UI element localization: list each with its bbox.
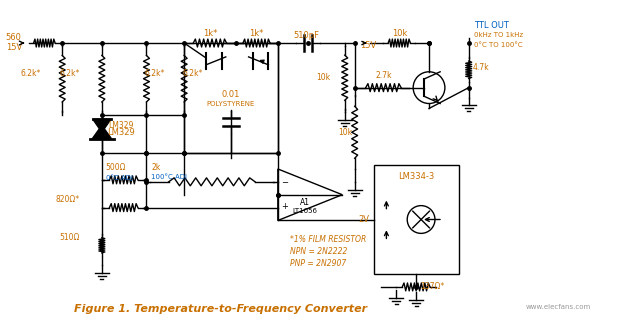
Polygon shape bbox=[93, 119, 111, 132]
Text: 15V: 15V bbox=[360, 40, 376, 50]
Text: 0°C ADJ: 0°C ADJ bbox=[106, 175, 133, 181]
Text: 137Ω*: 137Ω* bbox=[420, 283, 444, 291]
Text: 0kHz TO 1kHz: 0kHz TO 1kHz bbox=[473, 32, 523, 38]
Text: PNP = 2N2907: PNP = 2N2907 bbox=[290, 259, 346, 268]
Text: LM329: LM329 bbox=[107, 128, 135, 137]
Text: 2.7k: 2.7k bbox=[375, 71, 392, 80]
Text: 0°C TO 100°C: 0°C TO 100°C bbox=[473, 42, 522, 48]
Text: 6.2k*: 6.2k* bbox=[60, 69, 80, 78]
Text: A1: A1 bbox=[300, 198, 310, 207]
Text: 15V: 15V bbox=[6, 43, 22, 52]
Text: 560: 560 bbox=[6, 33, 22, 41]
Text: 6.2k*: 6.2k* bbox=[182, 69, 203, 78]
Text: Figure 1. Temperature-to-Frequency Converter: Figure 1. Temperature-to-Frequency Conve… bbox=[74, 304, 367, 314]
Text: 0.01: 0.01 bbox=[222, 90, 240, 99]
Text: 510pF: 510pF bbox=[293, 30, 319, 40]
Text: 4.7k: 4.7k bbox=[473, 63, 489, 72]
Polygon shape bbox=[278, 169, 342, 221]
Bar bbox=[375, 165, 459, 274]
Text: NPN = 2N2222: NPN = 2N2222 bbox=[290, 247, 348, 256]
Text: *1% FILM RESISTOR: *1% FILM RESISTOR bbox=[290, 235, 367, 244]
Text: 2V: 2V bbox=[358, 215, 370, 224]
Text: 500Ω: 500Ω bbox=[106, 163, 127, 172]
Text: 820Ω*: 820Ω* bbox=[56, 195, 80, 204]
Text: 10k: 10k bbox=[339, 128, 353, 137]
Polygon shape bbox=[92, 125, 112, 139]
Text: 100°C ADJ: 100°C ADJ bbox=[151, 174, 187, 180]
Text: LM329: LM329 bbox=[108, 121, 133, 130]
Text: 6.2k*: 6.2k* bbox=[144, 69, 165, 78]
Text: LT1056: LT1056 bbox=[292, 208, 318, 214]
Text: 1k*: 1k* bbox=[249, 29, 264, 38]
Text: 1k*: 1k* bbox=[203, 29, 217, 38]
Text: −: − bbox=[281, 178, 288, 187]
Text: 510Ω: 510Ω bbox=[60, 233, 80, 242]
Text: 6.2k*: 6.2k* bbox=[20, 69, 41, 78]
Text: 10k: 10k bbox=[392, 29, 407, 38]
Text: 10k: 10k bbox=[316, 73, 330, 82]
Text: LM334-3: LM334-3 bbox=[398, 172, 434, 181]
Text: POLYSTYRENE: POLYSTYRENE bbox=[206, 101, 255, 108]
Text: +: + bbox=[281, 202, 288, 211]
Text: 2k: 2k bbox=[151, 163, 161, 172]
Text: www.elecfans.com: www.elecfans.com bbox=[525, 304, 591, 310]
Text: TTL OUT: TTL OUT bbox=[473, 21, 508, 30]
